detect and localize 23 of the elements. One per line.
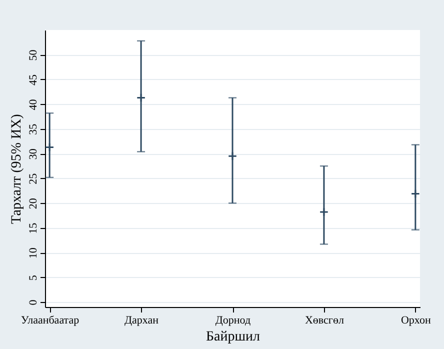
x-tick-label: Улаанбаатар [21,314,80,326]
x-axis-title: Байршил [206,330,260,344]
x-tick-label: Хөвсгөл [304,314,344,326]
y-tick-label: 15 [28,222,40,234]
y-tick-label: 25 [28,172,40,184]
y-tick-label: 5 [28,274,40,281]
point [136,93,146,102]
point [44,142,54,152]
x-tick-label: Дархан [124,314,159,326]
x-tick-label: Дорнод [215,314,251,326]
y-tick-label: 50 [28,49,40,61]
y-tick-label: 35 [28,123,40,135]
y-tick-label: 10 [28,247,40,259]
point [319,207,329,217]
point [228,152,238,161]
y-tick-label: 45 [28,74,40,86]
y-tick-label: 40 [28,98,40,110]
x-tick-label: Орхон [400,314,431,326]
y-tick-label: 0 [28,299,40,306]
y-tick-label: 20 [28,198,40,210]
y-tick-label: 30 [28,148,40,160]
y-axis-title: Тархалт (95% ИХ) [10,114,24,224]
point [410,189,420,198]
